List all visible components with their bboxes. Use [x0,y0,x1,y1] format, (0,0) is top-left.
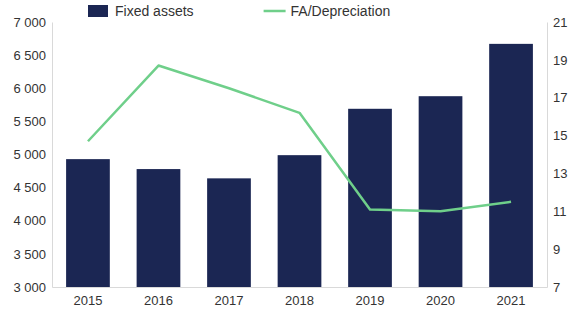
x-tick-label: 2016 [144,293,173,308]
y2-tick: 15 [547,128,567,143]
y-tick: 3 500 [13,247,52,262]
bar [489,44,533,287]
y2-tick: 9 [547,242,560,257]
legend-swatch [88,5,108,17]
y-tick: 6 000 [13,81,52,96]
x-tick: 2018 [285,293,314,308]
y-tick: 7 000 [13,15,52,30]
y-axis-line [52,23,53,288]
plot-area [66,44,533,287]
x-tick-label: 2020 [426,293,455,308]
y2-axis-line [547,23,548,288]
y2-tick: 11 [547,204,567,219]
y-tick: 6 500 [13,48,52,63]
y-tick-label: 6 500 [13,48,46,63]
y-tick-label: 4 000 [13,213,46,228]
y-tick: 5 000 [13,147,52,162]
x-tick-label: 2017 [215,293,244,308]
x-axis-line [53,287,548,288]
y2-tick: 19 [547,53,567,68]
chart: 3 000 3 500 4 000 4 500 5 000 5 500 6 000 6 500… [0,0,585,321]
legend-label: FA/Depreciation [291,3,391,19]
y2-tick: 21 [547,15,567,30]
y2-tick-label: 9 [553,242,560,257]
x-tick: 2015 [74,293,103,308]
y-tick: 3 000 [13,280,52,295]
x-tick-label: 2021 [497,293,526,308]
y-tick-label: 6 000 [13,81,46,96]
bar [348,109,392,287]
x-tick: 2016 [144,293,173,308]
bar [207,178,251,287]
line [88,66,511,212]
y-tick: 5 500 [13,114,52,129]
y2-tick-label: 7 [553,280,560,295]
bar [137,169,181,287]
legend: Fixed assets FA/Depreciation [88,3,390,19]
y2-tick-label: 15 [553,128,567,143]
y-tick-label: 7 000 [13,15,46,30]
x-tick-label: 2015 [74,293,103,308]
y-axis: 3 000 3 500 4 000 4 500 5 000 5 500 6 000 6 500… [13,15,52,295]
y2-tick-label: 19 [553,53,567,68]
bar [419,96,463,287]
x-tick-label: 2019 [356,293,385,308]
y2-axis: 7 9 11 13 15 17 19 21 [547,15,567,295]
x-tick: 2021 [497,293,526,308]
legend-label: Fixed assets [115,3,194,19]
y-tick-label: 5 000 [13,147,46,162]
y-tick: 4 000 [13,213,52,228]
bar [278,155,322,287]
x-tick: 2019 [356,293,385,308]
legend-item: FA/Depreciation [264,3,391,19]
x-tick: 2020 [426,293,455,308]
x-tick: 2017 [215,293,244,308]
x-tick-label: 2018 [285,293,314,308]
y2-tick-label: 13 [553,166,567,181]
legend-item: Fixed assets [88,3,194,19]
y-tick-label: 4 500 [13,180,46,195]
legend-swatch [264,10,286,13]
y2-tick-label: 11 [553,204,567,219]
y2-tick: 7 [547,280,560,295]
y-tick-label: 3 000 [13,280,46,295]
y2-tick: 13 [547,166,567,181]
y2-tick-label: 17 [553,90,567,105]
bar [66,159,110,287]
x-axis: 2015 2016 2017 2018 2019 2020 2021 [53,288,548,309]
y-tick-label: 5 500 [13,114,46,129]
y2-tick-label: 21 [553,15,567,30]
y2-tick: 17 [547,90,567,105]
y-tick: 4 500 [13,180,52,195]
y-tick-label: 3 500 [13,247,46,262]
